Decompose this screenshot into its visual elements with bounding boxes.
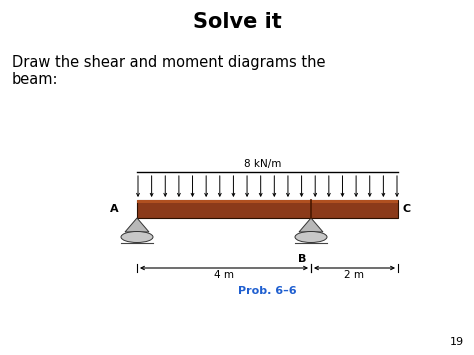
Polygon shape — [299, 218, 323, 232]
Text: B: B — [298, 254, 306, 264]
Ellipse shape — [295, 231, 327, 242]
Text: 19: 19 — [450, 337, 464, 347]
Ellipse shape — [121, 231, 153, 242]
Text: 8 kN/m: 8 kN/m — [244, 159, 281, 169]
Bar — [137, 200, 398, 203]
Text: 2 m: 2 m — [345, 270, 365, 280]
Text: Solve it: Solve it — [192, 12, 282, 32]
Text: A: A — [110, 204, 119, 214]
Text: 4 m: 4 m — [214, 270, 234, 280]
Text: C: C — [403, 204, 411, 214]
Text: Prob. 6–6: Prob. 6–6 — [238, 286, 297, 296]
Polygon shape — [125, 218, 149, 232]
Bar — [137, 200, 398, 218]
Text: Draw the shear and moment diagrams the
beam:: Draw the shear and moment diagrams the b… — [12, 55, 326, 87]
